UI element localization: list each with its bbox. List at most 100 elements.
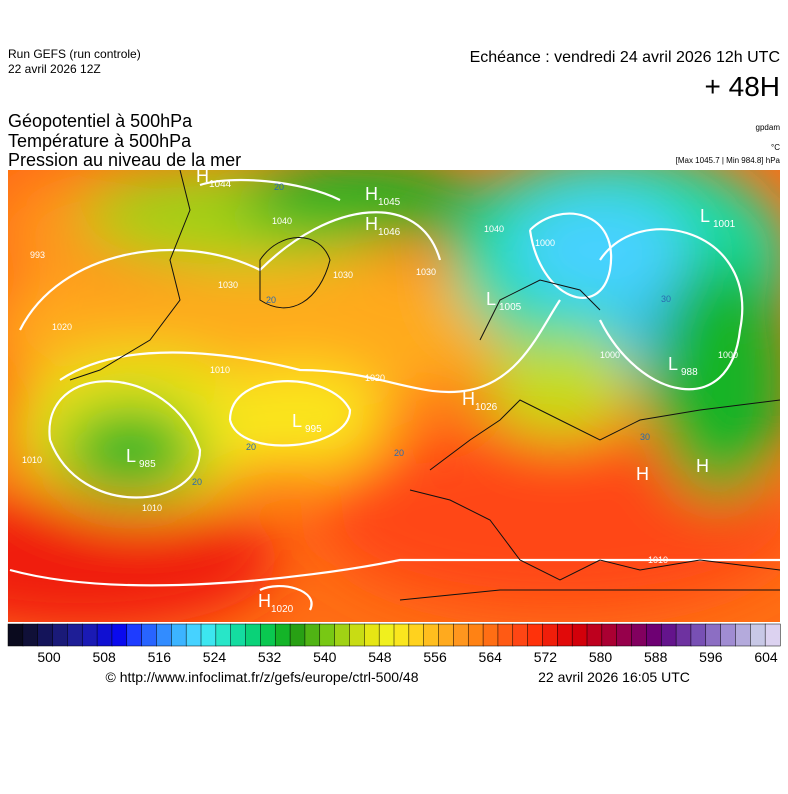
colorbar-swatch — [364, 623, 380, 647]
colorbar-tick-label: 556 — [423, 649, 447, 665]
valid-time: Echéance : vendredi 24 avril 2026 12h UT… — [470, 49, 780, 66]
center-symbol: H — [365, 214, 378, 234]
colorbar-swatch — [690, 623, 707, 647]
colorbar-swatch — [141, 623, 158, 647]
isobar-label: 1000 — [600, 350, 620, 360]
run-date: 22 avril 2026 12Z — [8, 62, 101, 76]
center-symbol: H — [462, 389, 475, 409]
colorbar-swatch — [349, 623, 365, 647]
colorbar-swatch — [557, 623, 573, 647]
temperature-label: 30 — [661, 294, 671, 304]
colorbar-swatch — [52, 623, 68, 647]
colorbar-swatch — [764, 623, 781, 647]
colorbar-swatch — [631, 623, 647, 647]
colorbar-swatch — [735, 623, 751, 647]
isobar-label: 1020 — [365, 373, 385, 383]
temperature-label: 20 — [192, 477, 202, 487]
center-symbol: H — [636, 464, 649, 484]
colorbar-tick-label: 588 — [644, 649, 668, 665]
isobar-label: 1030 — [416, 267, 436, 277]
colorbar-swatch — [81, 623, 98, 647]
colorbar-swatch — [200, 623, 217, 647]
colorbar-swatch — [423, 623, 440, 647]
colorbar-swatch — [705, 623, 722, 647]
temperature-label: 30 — [640, 432, 650, 442]
title: Géopotentiel à 500hPa — [8, 111, 193, 131]
center-symbol: L — [486, 289, 496, 309]
colorbar-swatch — [438, 623, 454, 647]
isobar-label: 1000 — [718, 350, 738, 360]
temperature-label: 20 — [266, 295, 276, 305]
isobar-label: 1020 — [52, 322, 72, 332]
colorbar-tick-label: 564 — [479, 649, 503, 665]
colorbar-tick-label: 500 — [37, 649, 61, 665]
colorbar-swatch — [408, 623, 425, 647]
colorbar-swatch — [467, 623, 484, 647]
center-value: 1045 — [378, 197, 401, 208]
temperature-label: 20 — [274, 182, 284, 192]
colorbar-swatch — [96, 623, 113, 647]
isobar-label: 1000 — [535, 238, 555, 248]
isobar-label: 993 — [30, 250, 45, 260]
colorbar-tick-label: 548 — [368, 649, 392, 665]
center-value: 995 — [305, 424, 322, 435]
center-value: 1044 — [209, 179, 232, 190]
colorbar-swatch — [319, 623, 336, 647]
center-symbol: L — [126, 446, 136, 466]
isobar-label: 1030 — [218, 280, 238, 290]
colorbar-swatch — [586, 623, 603, 647]
colorbar-tick-label: 604 — [754, 649, 778, 665]
colorbar-swatch — [675, 623, 692, 647]
temperature-label: 20 — [246, 442, 256, 452]
title: Température à 500hPa — [8, 131, 192, 151]
colorbar-swatch — [393, 623, 410, 647]
map — [8, 170, 780, 622]
colorbar-swatch — [334, 623, 351, 647]
colorbar-tick-label: 580 — [589, 649, 613, 665]
center-value: 1001 — [713, 219, 736, 230]
lead-time: + 48H — [705, 71, 781, 102]
colorbar-swatch — [67, 623, 83, 647]
colorbar-swatch — [527, 623, 544, 647]
center-value: 985 — [139, 459, 156, 470]
colorbar-swatch — [660, 623, 677, 647]
center-symbol: L — [700, 206, 710, 226]
center-symbol: L — [668, 354, 678, 374]
colorbar-swatch — [304, 623, 321, 647]
colorbar-swatch — [230, 623, 247, 647]
colorbar-swatch — [720, 623, 737, 647]
center-value: 1005 — [499, 302, 522, 313]
isobar-label: 1040 — [272, 216, 292, 226]
isobar-label: 1030 — [333, 270, 353, 280]
colorbar-swatch — [289, 623, 306, 647]
colorbar-swatch — [274, 623, 291, 647]
colorbar-swatch — [111, 623, 128, 647]
colorbar-swatch — [616, 623, 633, 647]
isobar-label: 1010 — [142, 503, 162, 513]
colorbar-swatch — [378, 623, 395, 647]
center-symbol: H — [196, 166, 209, 186]
colorbar-swatch — [7, 623, 24, 647]
generated-time: 22 avril 2026 16:05 UTC — [538, 669, 690, 685]
colorbar-swatch — [260, 623, 276, 647]
colorbar-swatch — [22, 623, 39, 647]
colorbar-tick-label: 572 — [534, 649, 558, 665]
colorbar: 500 508 516 524 532 540 548 556 564 572 580 588 596 6… — [7, 623, 781, 665]
colorbar-swatch — [126, 623, 143, 647]
center-value: 1026 — [475, 402, 498, 413]
title: Pression au niveau de la mer — [8, 150, 241, 170]
center-value: 1046 — [378, 227, 401, 238]
colorbar-swatch — [512, 623, 529, 647]
colorbar-tick-label: 516 — [148, 649, 172, 665]
colorbar-swatch — [156, 623, 172, 647]
colorbar-swatch — [571, 623, 588, 647]
temperature-label: 20 — [394, 448, 404, 458]
colorbar-tick-label: 596 — [699, 649, 723, 665]
center-symbol: L — [292, 411, 302, 431]
run-label: Run GEFS (run controle) — [8, 47, 141, 61]
isobar-label: 1040 — [484, 224, 504, 234]
colorbar-swatch — [601, 623, 618, 647]
isobar-label: 1010 — [22, 455, 42, 465]
source: © http://www.infoclimat.fr/z/gefs/europe… — [105, 669, 418, 685]
